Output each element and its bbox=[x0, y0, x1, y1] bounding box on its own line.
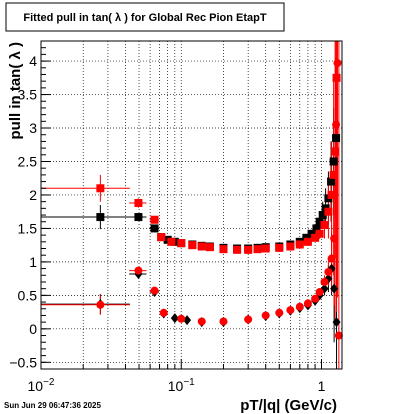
data-point-square bbox=[244, 245, 253, 254]
data-point-circle bbox=[159, 308, 168, 317]
data-point-square bbox=[315, 229, 324, 238]
data-point-circle bbox=[134, 266, 143, 275]
title-box bbox=[5, 2, 285, 32]
data-point-square bbox=[320, 221, 329, 230]
data-point-square bbox=[150, 215, 159, 224]
y-tick-label: 3 bbox=[29, 120, 37, 136]
data-point-square bbox=[134, 198, 143, 207]
data-point-diamond bbox=[170, 313, 179, 324]
data-point-square bbox=[157, 233, 166, 242]
data-point-square bbox=[332, 73, 341, 82]
data-point-square bbox=[197, 242, 206, 251]
data-point-square bbox=[318, 211, 327, 220]
data-point-square bbox=[315, 217, 324, 226]
data-point-square bbox=[188, 241, 197, 250]
y-tick-labels: −0.5 0 0.5 1 1.5 2 2.5 3 3.5 4 bbox=[9, 53, 37, 370]
data-point-square bbox=[331, 147, 340, 156]
y-tick-label: 1.5 bbox=[18, 220, 38, 236]
chart-title: Fitted pull in tan( λ ) for Global Rec P… bbox=[23, 12, 267, 24]
data-point-circle bbox=[286, 306, 295, 315]
data-point-diamond bbox=[332, 317, 341, 328]
data-point-circle bbox=[219, 317, 228, 326]
data-point-circle bbox=[295, 302, 304, 311]
data-point-square bbox=[96, 184, 105, 193]
data-point-square bbox=[332, 134, 341, 143]
data-point-square bbox=[329, 157, 338, 166]
data-point-circle bbox=[320, 277, 329, 286]
x-tick-label: 10−2 bbox=[28, 377, 55, 394]
x-tick-labels: 10−2 10−1 1 bbox=[28, 377, 326, 394]
data-point-square bbox=[233, 245, 242, 254]
y-tick-label: 1 bbox=[29, 254, 37, 270]
data-point-square bbox=[177, 239, 186, 248]
data-point-square bbox=[327, 177, 336, 186]
data-point-square bbox=[329, 170, 338, 179]
data-point-square bbox=[96, 213, 105, 222]
data-point-circle bbox=[177, 314, 186, 323]
data-point-square bbox=[150, 224, 159, 233]
y-tick-label: 3.5 bbox=[18, 87, 38, 103]
data-point-square bbox=[167, 237, 176, 246]
data-point-circle bbox=[150, 286, 159, 295]
x-tick-label: 1 bbox=[318, 378, 326, 394]
data-point-diamond bbox=[330, 283, 339, 294]
data-point-square bbox=[134, 213, 143, 222]
y-tick-label: −0.5 bbox=[9, 354, 37, 370]
data-point-square bbox=[261, 244, 270, 253]
data-markers bbox=[96, 59, 343, 340]
data-point-circle bbox=[315, 288, 324, 297]
x-axis-title: pT/|q| (GeV/c) bbox=[240, 397, 337, 414]
data-point-square bbox=[303, 237, 312, 246]
data-point-square bbox=[307, 229, 316, 238]
data-point-square bbox=[286, 242, 295, 251]
data-point-square bbox=[275, 243, 284, 252]
data-point-circle bbox=[197, 317, 206, 326]
data-point-square bbox=[219, 245, 228, 254]
data-point-circle bbox=[96, 300, 105, 309]
y-tick-label: 2 bbox=[29, 187, 37, 203]
footer-timestamp: Sun Jun 29 06:47:36 2025 bbox=[4, 401, 101, 410]
data-point-circle bbox=[327, 254, 336, 263]
y-tick-label: 0 bbox=[29, 321, 37, 337]
data-point-circle bbox=[261, 311, 270, 320]
y-tick-label: 2.5 bbox=[18, 153, 38, 169]
data-point-circle bbox=[330, 234, 339, 243]
data-point-circle bbox=[334, 331, 343, 340]
data-point-square bbox=[324, 207, 333, 216]
data-point-square bbox=[327, 190, 336, 199]
data-point-circle bbox=[303, 299, 312, 308]
data-point-circle bbox=[333, 59, 342, 68]
y-tick-label: 0.5 bbox=[18, 287, 38, 303]
x-tick-label: 10−1 bbox=[168, 377, 195, 394]
data-point-square bbox=[295, 240, 304, 249]
data-point-square bbox=[253, 245, 262, 254]
y-tick-label: 4 bbox=[29, 53, 37, 69]
data-point-circle bbox=[311, 294, 320, 303]
plot-frame bbox=[40, 40, 343, 370]
data-point-square bbox=[311, 233, 320, 242]
y-axis-title: pull in tan( λ ) bbox=[7, 42, 24, 140]
axis-ticks bbox=[40, 40, 323, 370]
data-point-circle bbox=[244, 315, 253, 324]
data-point-square bbox=[302, 233, 311, 242]
data-point-square bbox=[312, 224, 321, 233]
data-point-circle bbox=[275, 308, 284, 317]
data-point-circle bbox=[332, 120, 341, 129]
data-point-square bbox=[205, 243, 214, 252]
data-point-circle bbox=[324, 267, 333, 276]
